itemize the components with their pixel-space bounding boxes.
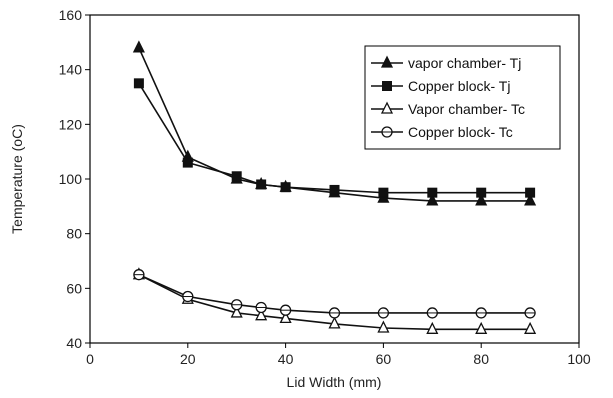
y-tick-label: 40 [66,335,82,351]
x-tick-label: 100 [567,351,591,367]
y-tick-label: 120 [59,116,83,132]
legend-label: Copper block- Tj [408,78,510,94]
data-point [426,193,439,206]
y-tick-label: 60 [66,280,82,296]
x-tick-label: 40 [278,351,294,367]
y-tick-label: 100 [59,171,83,187]
y-tick-label: 140 [59,62,83,78]
data-point [524,321,537,334]
data-point [426,307,438,319]
x-tick-label: 60 [376,351,392,367]
series-line [138,82,531,194]
data-point [328,316,341,329]
series-line [138,47,531,202]
data-point [427,187,438,198]
data-point [475,307,487,319]
legend: vapor chamber- Tj Copper block- Tj Vapor c… [364,45,561,150]
data-point [524,307,536,319]
legend-label: Copper block- Tc [408,124,513,140]
data-point [377,307,390,319]
x-tick-label: 0 [86,351,94,367]
data-point [231,299,243,311]
series-copper-block-tc [133,269,536,319]
data-point [377,320,390,333]
x-axis-title: Lid Width (mm) [287,374,382,390]
data-point [133,78,144,89]
data-point [133,269,145,281]
data-point [132,40,145,53]
y-tick-label: 80 [66,226,82,242]
series-line [138,273,531,314]
legend-item: vapor chamber- Tj [371,55,521,71]
legend-marker [382,81,392,91]
x-tick-label: 20 [180,351,196,367]
legend-item: Vapor chamber- Tc [371,101,525,117]
legend-item: Copper block- Tj [371,78,510,94]
data-point [231,171,242,182]
data-point [524,193,537,206]
data-point [476,187,487,198]
data-point [329,184,340,195]
legend-marker [380,101,394,114]
y-tick-label: 160 [59,7,83,23]
data-point [475,193,488,206]
data-point [280,182,291,193]
data-point [182,290,194,303]
data-point [378,187,389,198]
data-point [279,304,292,316]
series-line [138,273,531,331]
data-point [328,307,341,319]
data-point [230,305,243,318]
data-point [426,321,439,334]
data-point [525,187,536,198]
data-point [279,310,292,324]
legend-marker [380,55,394,68]
data-point [182,157,193,168]
legend-item: Copper block- Tc [371,124,513,140]
data-point [255,308,268,321]
x-tick-label: 80 [473,351,489,367]
legend-marker [381,126,393,138]
data-point [255,301,267,314]
data-point [475,321,488,334]
data-point [256,179,267,190]
legend-label: Vapor chamber- Tc [408,101,525,117]
series-copper-block-tj [133,78,536,198]
y-axis-title: Temperature (oC) [9,124,25,234]
legend-label: vapor chamber- Tj [408,55,521,71]
